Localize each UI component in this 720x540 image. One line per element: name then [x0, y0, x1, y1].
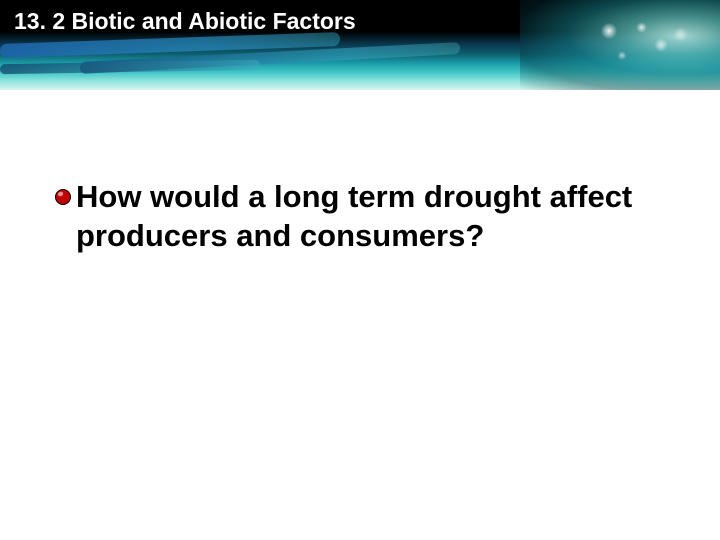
bullet-icon	[54, 188, 72, 211]
banner-title: 13. 2 Biotic and Abiotic Factors	[14, 8, 356, 35]
content-area: How would a long term drought affect pro…	[0, 90, 720, 256]
banner: 13. 2 Biotic and Abiotic Factors	[0, 0, 720, 90]
bullet-text: How would a long term drought affect pro…	[76, 178, 680, 256]
bullet-item: How would a long term drought affect pro…	[54, 178, 680, 256]
banner-streak	[0, 60, 260, 75]
